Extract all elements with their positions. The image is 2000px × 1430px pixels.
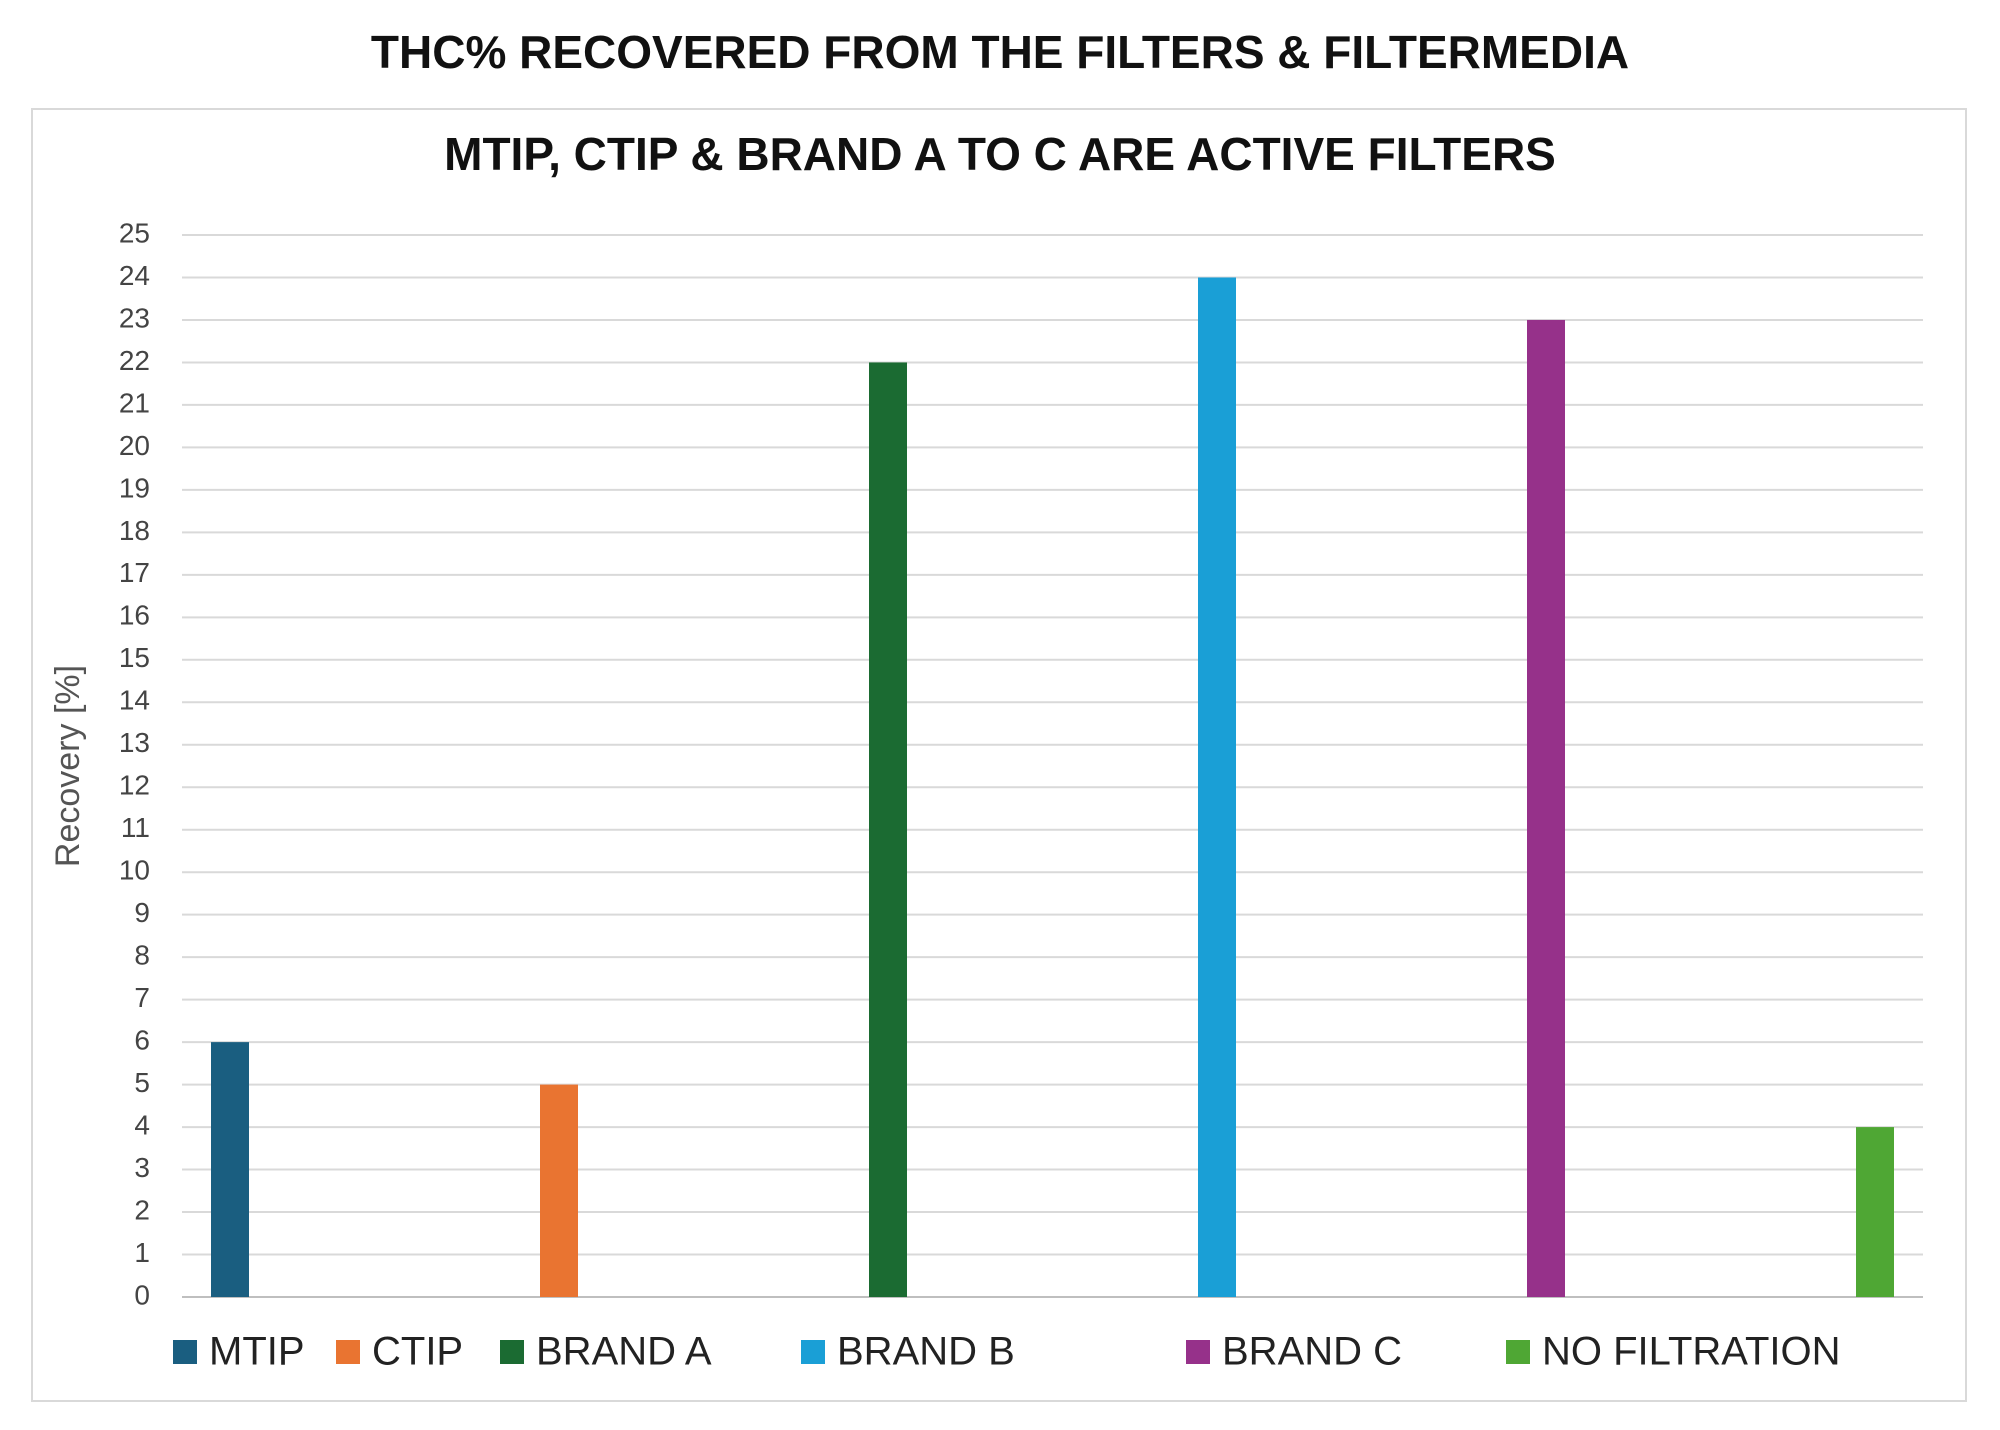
- y-tick-label: 23: [119, 302, 150, 333]
- y-tick-label: 15: [119, 642, 150, 673]
- bar: [869, 362, 907, 1297]
- legend-label: BRAND B: [837, 1330, 1015, 1374]
- y-tick-label: 18: [119, 515, 150, 546]
- y-tick-label: 10: [119, 855, 150, 886]
- y-tick-label: 2: [134, 1194, 150, 1225]
- y-tick-label: 7: [134, 982, 150, 1013]
- y-tick-label: 0: [134, 1279, 150, 1310]
- y-tick-label: 24: [119, 260, 150, 291]
- chart-subtitle: MTIP, CTIP & BRAND A TO C ARE ACTIVE FIL…: [444, 128, 1556, 180]
- y-tick-label: 21: [119, 387, 150, 418]
- legend-swatch: [801, 1340, 825, 1364]
- y-tick-label: 9: [134, 897, 150, 928]
- bar: [1527, 319, 1565, 1298]
- y-tick-label: 16: [119, 600, 150, 631]
- y-tick-label: 17: [119, 557, 150, 588]
- chart-frame: [31, 108, 1967, 1402]
- y-tick-label: 11: [121, 812, 150, 843]
- legend-swatch: [336, 1340, 360, 1364]
- legend-label: BRAND A: [536, 1330, 712, 1374]
- y-tick-label: 4: [134, 1109, 150, 1140]
- y-tick-label: 12: [119, 770, 150, 801]
- chart-title: THC% RECOVERED FROM THE FILTERS & FILTER…: [371, 26, 1629, 78]
- y-tick-label: 19: [119, 472, 150, 503]
- y-tick-label: 20: [119, 430, 150, 461]
- legend-swatch: [1506, 1340, 1530, 1364]
- legend-swatch: [500, 1340, 524, 1364]
- legend-swatch: [173, 1340, 197, 1364]
- bar: [1198, 277, 1236, 1298]
- y-tick-label: 13: [119, 727, 150, 758]
- y-tick-label: 8: [134, 940, 150, 971]
- bar: [540, 1084, 578, 1297]
- y-tick-label: 1: [134, 1237, 150, 1268]
- y-tick-label: 22: [119, 345, 150, 376]
- y-tick-label: 6: [134, 1025, 150, 1056]
- legend-swatch: [1186, 1340, 1210, 1364]
- y-axis-label: Recovery [%]: [49, 665, 87, 867]
- y-tick-label: 25: [119, 217, 150, 248]
- legend-label: NO FILTRATION: [1542, 1330, 1841, 1374]
- y-tick-label: 5: [134, 1067, 150, 1098]
- bar: [211, 1042, 249, 1297]
- y-tick-label: 14: [119, 685, 150, 716]
- y-tick-label: 3: [134, 1152, 150, 1183]
- bar: [1856, 1127, 1894, 1297]
- legend-label: MTIP: [209, 1330, 305, 1374]
- legend-label: CTIP: [372, 1330, 463, 1374]
- legend-label: BRAND C: [1222, 1330, 1402, 1374]
